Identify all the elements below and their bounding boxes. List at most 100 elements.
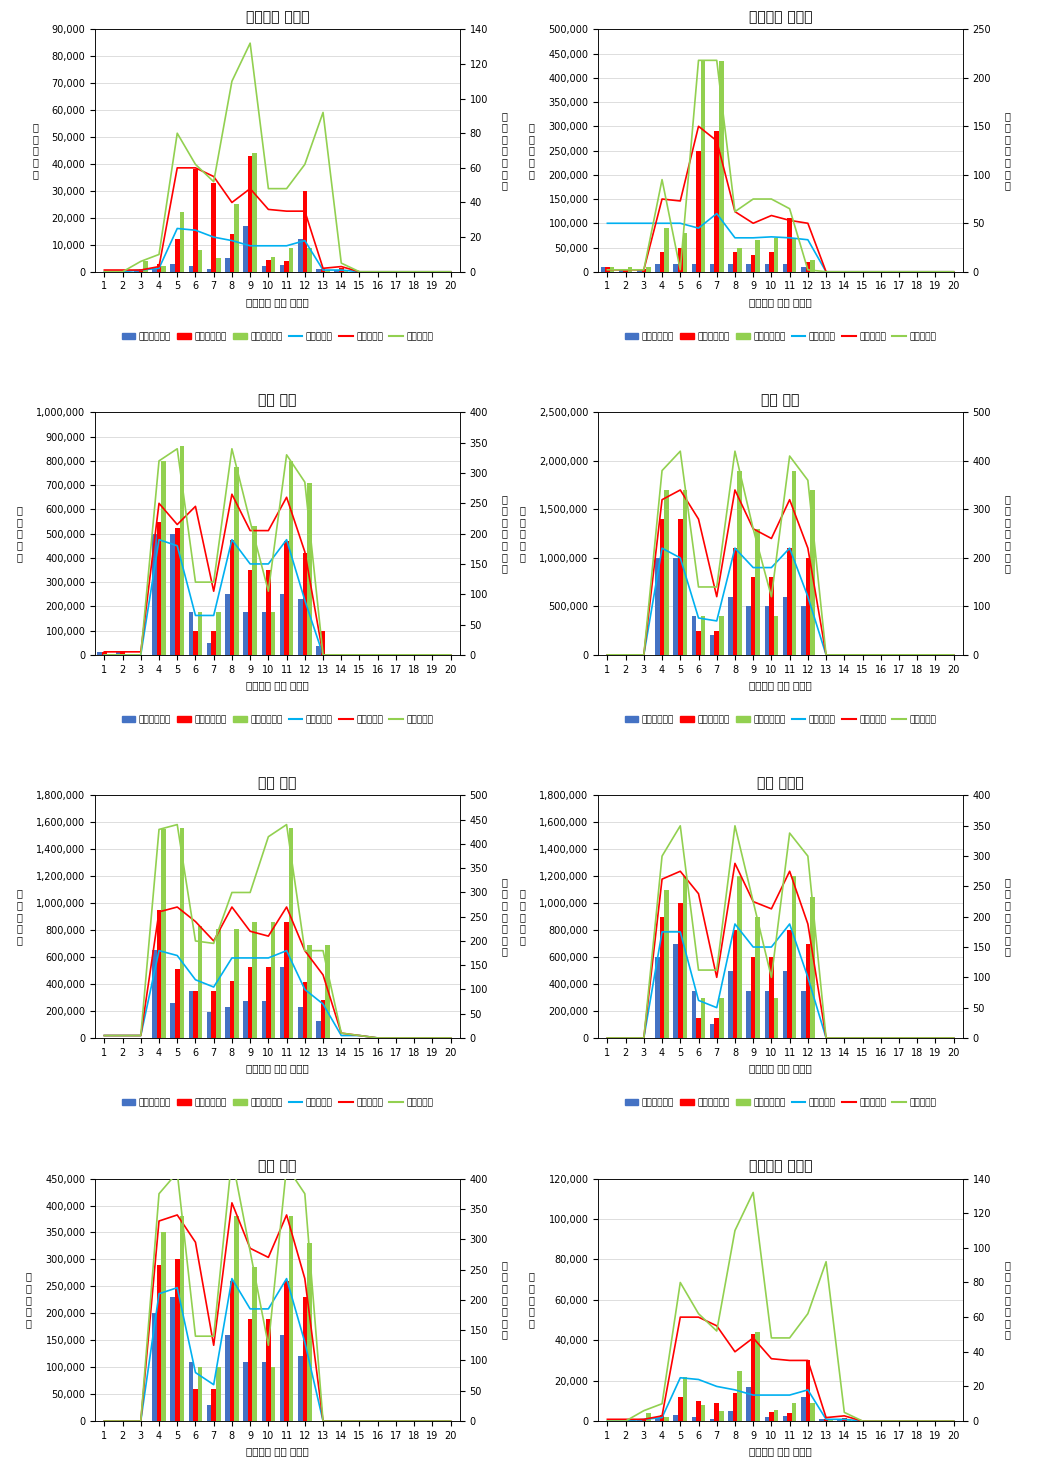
Bar xyxy=(682,876,687,1039)
Bar xyxy=(194,1389,198,1421)
Bar xyxy=(170,1297,175,1421)
Bar xyxy=(801,1396,805,1421)
Bar xyxy=(605,267,609,272)
Bar xyxy=(321,1001,325,1039)
Bar xyxy=(751,957,755,1039)
Bar xyxy=(121,652,125,655)
Y-axis label: 동
네
예
보
강
수
량: 동 네 예 보 강 수 량 xyxy=(1005,878,1010,957)
Bar xyxy=(746,1387,751,1421)
Bar xyxy=(810,1403,815,1421)
Bar xyxy=(225,1006,230,1039)
Bar xyxy=(660,1415,664,1421)
Bar xyxy=(298,599,303,655)
Title: 전라남도 완도군: 전라남도 완도군 xyxy=(749,10,813,23)
Bar xyxy=(143,261,148,272)
Bar xyxy=(664,229,669,272)
Bar xyxy=(316,1021,321,1039)
Bar xyxy=(674,943,678,1039)
Bar xyxy=(700,998,706,1039)
Bar xyxy=(728,596,733,655)
Bar xyxy=(175,239,180,272)
Bar xyxy=(216,258,220,272)
Bar xyxy=(791,237,797,272)
Title: 울산 울주군: 울산 울주군 xyxy=(758,776,804,790)
Bar xyxy=(194,170,198,272)
Y-axis label: 동
네
예
보
강
수
량: 동 네 예 보 강 수 량 xyxy=(1005,494,1010,573)
Bar xyxy=(285,921,289,1039)
Bar xyxy=(279,265,285,272)
Bar xyxy=(773,617,779,655)
Bar xyxy=(710,1420,714,1421)
Bar xyxy=(746,990,751,1039)
Bar xyxy=(271,921,275,1039)
Bar xyxy=(733,548,737,655)
Bar xyxy=(674,265,678,272)
Bar xyxy=(175,527,180,655)
Bar xyxy=(801,607,805,655)
Bar xyxy=(765,1417,769,1421)
Bar xyxy=(696,630,700,655)
Bar xyxy=(719,62,724,272)
Bar xyxy=(678,519,682,655)
Bar xyxy=(801,990,805,1039)
Bar xyxy=(152,533,157,655)
Bar xyxy=(303,552,307,655)
Bar xyxy=(271,256,275,272)
Bar xyxy=(243,1362,248,1421)
Bar xyxy=(728,1411,733,1421)
Bar xyxy=(212,1389,216,1421)
Bar xyxy=(207,1405,212,1421)
Bar xyxy=(307,1244,312,1421)
Bar xyxy=(225,1335,230,1421)
Title: 울산 남구: 울산 남구 xyxy=(258,393,296,407)
Bar xyxy=(692,1417,696,1421)
Bar xyxy=(267,570,271,655)
Bar xyxy=(157,264,161,272)
Bar xyxy=(216,1367,220,1421)
Bar xyxy=(161,267,166,272)
Y-axis label: 동
네
예
보
강
수
량: 동 네 예 보 강 수 량 xyxy=(501,111,508,190)
Bar xyxy=(791,876,797,1039)
Bar xyxy=(674,1415,678,1421)
Bar xyxy=(188,612,194,655)
Bar xyxy=(261,267,267,272)
Title: 울산 동구: 울산 동구 xyxy=(762,393,800,407)
Bar xyxy=(285,261,289,272)
Bar xyxy=(230,234,234,272)
Bar xyxy=(769,1412,773,1421)
Bar xyxy=(719,998,724,1039)
Bar xyxy=(157,1264,161,1421)
Bar xyxy=(805,943,810,1039)
Bar xyxy=(212,630,216,655)
Bar xyxy=(791,1403,797,1421)
Bar xyxy=(261,1001,267,1039)
Bar xyxy=(248,570,253,655)
Bar xyxy=(678,248,682,272)
Y-axis label: 동
네
예
보
강
수
량: 동 네 예 보 강 수 량 xyxy=(1005,1260,1010,1339)
Bar xyxy=(157,522,161,655)
Bar xyxy=(321,630,325,655)
Bar xyxy=(175,1260,180,1421)
Bar xyxy=(692,990,696,1039)
Bar xyxy=(641,1420,646,1421)
Bar xyxy=(279,595,285,655)
Bar xyxy=(316,646,321,655)
Bar xyxy=(696,151,700,272)
Bar xyxy=(678,904,682,1039)
Bar xyxy=(714,1018,719,1039)
Bar xyxy=(755,1332,760,1421)
Bar xyxy=(267,967,271,1039)
Bar xyxy=(692,265,696,272)
Legend: 최소총피해액, 중간총피해액, 최대총피해액, 최소강수량, 중간강수량, 최대강수량: 최소총피해액, 중간총피해액, 최대총피해액, 최소강수량, 중간강수량, 최대… xyxy=(117,712,437,728)
Bar xyxy=(216,612,220,655)
Bar xyxy=(170,533,175,655)
Bar xyxy=(682,233,687,272)
Bar xyxy=(810,259,815,272)
Bar xyxy=(298,1006,303,1039)
Bar xyxy=(188,267,194,272)
Bar xyxy=(664,889,669,1039)
Bar xyxy=(152,951,157,1039)
Bar xyxy=(627,267,633,272)
Bar xyxy=(198,251,202,272)
Bar xyxy=(271,612,275,655)
